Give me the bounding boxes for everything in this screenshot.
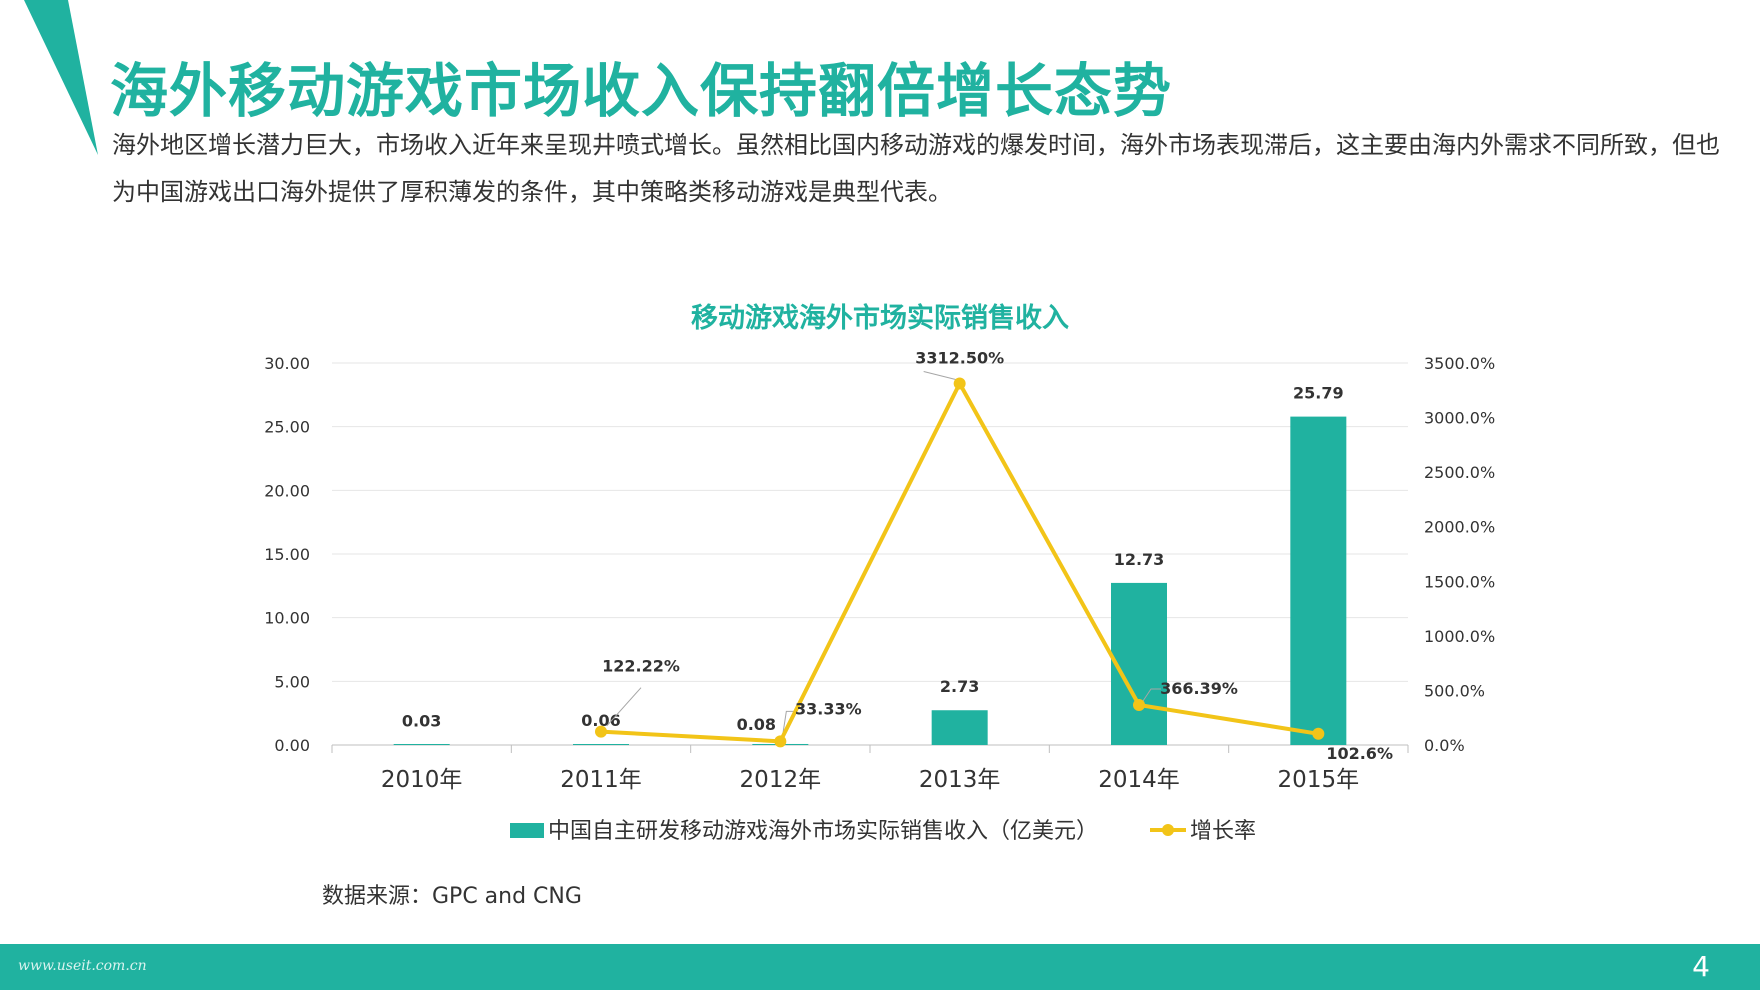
corner-triangle-decoration — [24, 0, 98, 155]
growth-rate-point — [1312, 727, 1325, 740]
growth-rate-data-label: 102.6% — [1326, 744, 1393, 763]
leader-line — [606, 687, 642, 726]
bar-series — [393, 416, 1347, 745]
bar-data-labels: 0.03 0.06 0.08 2.73 12.73 25.79 — [402, 384, 1344, 734]
chart-title: 移动游戏海外市场实际销售收入 — [691, 302, 1069, 334]
right-axis-tick-label: 2000.0% — [1424, 518, 1495, 537]
bar-data-label: 12.73 — [1114, 550, 1165, 569]
x-axis-tick-label: 2013年 — [919, 767, 1001, 793]
right-axis-tick-label: 1000.0% — [1424, 627, 1495, 646]
bar-data-label: 0.08 — [737, 715, 776, 734]
growth-rate-point — [595, 725, 607, 738]
bar-data-label: 0.03 — [402, 712, 441, 731]
right-axis-tick-label: 2500.0% — [1424, 463, 1495, 482]
left-axis-tick-label: 5.00 — [274, 672, 310, 691]
legend-line-label: 增长率 — [1190, 819, 1256, 844]
legend-bar-swatch — [510, 823, 544, 838]
chart-gridlines — [332, 362, 1408, 746]
right-axis-tick-label: 1500.0% — [1424, 572, 1495, 591]
footer-bar: www.useit.com.cn 4 — [0, 944, 1760, 990]
bar-data-label: 2.73 — [940, 677, 979, 696]
left-y-axis: 0.00 5.00 10.00 15.00 20.00 25.00 30.00 — [264, 354, 310, 755]
bar — [1290, 416, 1347, 745]
growth-rate-data-label: 33.33% — [795, 699, 862, 718]
growth-rate-point — [1133, 699, 1145, 712]
bar — [931, 710, 988, 745]
bar — [393, 744, 450, 745]
right-axis-tick-label: 3000.0% — [1424, 409, 1495, 428]
x-axis-tick-label: 2010年 — [381, 767, 463, 793]
bar — [573, 744, 629, 745]
growth-rate-data-label: 122.22% — [602, 657, 680, 676]
growth-rate-labels: 122.22% 33.33% 3312.50% 366.39% 102.6% — [602, 348, 1393, 762]
chart-legend: 中国自主研发移动游戏海外市场实际销售收入（亿美元） 增长率 — [510, 819, 1256, 844]
revenue-growth-chart: 移动游戏海外市场实际销售收入 0.00 5.00 10.00 15.00 20.00 25… — [264, 302, 1495, 844]
x-axis-tick-label: 2012年 — [740, 767, 822, 793]
growth-rate-data-label: 366.39% — [1160, 679, 1238, 698]
x-axis-tick-label: 2011年 — [560, 767, 642, 793]
growth-rate-point — [953, 377, 966, 390]
x-axis-tick-label: 2015年 — [1278, 767, 1360, 793]
page-number: 4 — [1692, 950, 1710, 983]
left-axis-tick-label: 0.00 — [274, 736, 310, 755]
leader-line — [923, 370, 956, 380]
right-axis-tick-label: 500.0% — [1424, 681, 1485, 700]
growth-rate-series — [595, 377, 1325, 748]
legend-bar-label: 中国自主研发移动游戏海外市场实际销售收入（亿美元） — [548, 819, 1098, 844]
legend-line-marker — [1162, 824, 1174, 836]
x-axis-tick-label: 2014年 — [1098, 767, 1180, 793]
page-title: 海外移动游戏市场收入保持翻倍增长态势 — [110, 57, 1173, 125]
left-axis-tick-label: 10.00 — [264, 609, 310, 628]
bar-data-label: 25.79 — [1293, 384, 1344, 403]
right-y-axis: 0.0% 500.0% 1000.0% 1500.0% 2000.0% 2500.0% 30… — [1424, 354, 1495, 755]
bar — [1111, 582, 1167, 745]
growth-rate-data-label: 3312.50% — [915, 348, 1004, 367]
right-axis-tick-label: 3500.0% — [1424, 354, 1495, 373]
footer-url: www.useit.com.cn — [18, 958, 147, 974]
x-axis: 2010年 2011年 2012年 2013年 2014年 2015年 — [331, 745, 1409, 793]
data-source-note: 数据来源：GPC and CNG — [322, 884, 582, 909]
label-leader-lines — [606, 370, 1161, 738]
leader-line — [781, 710, 795, 738]
growth-rate-point — [774, 735, 787, 748]
left-axis-tick-label: 20.00 — [264, 481, 310, 500]
leader-line — [1142, 688, 1161, 702]
left-axis-tick-label: 15.00 — [264, 545, 310, 564]
right-axis-tick-label: 0.0% — [1424, 736, 1465, 755]
bar-data-label: 0.06 — [581, 711, 620, 730]
intro-paragraph: 海外地区增长潜力巨大，市场收入近年来呈现井喷式增长。虽然相比国内移动游戏的爆发时… — [112, 131, 1720, 206]
left-axis-tick-label: 30.00 — [264, 354, 310, 373]
left-axis-tick-label: 25.00 — [264, 418, 310, 437]
